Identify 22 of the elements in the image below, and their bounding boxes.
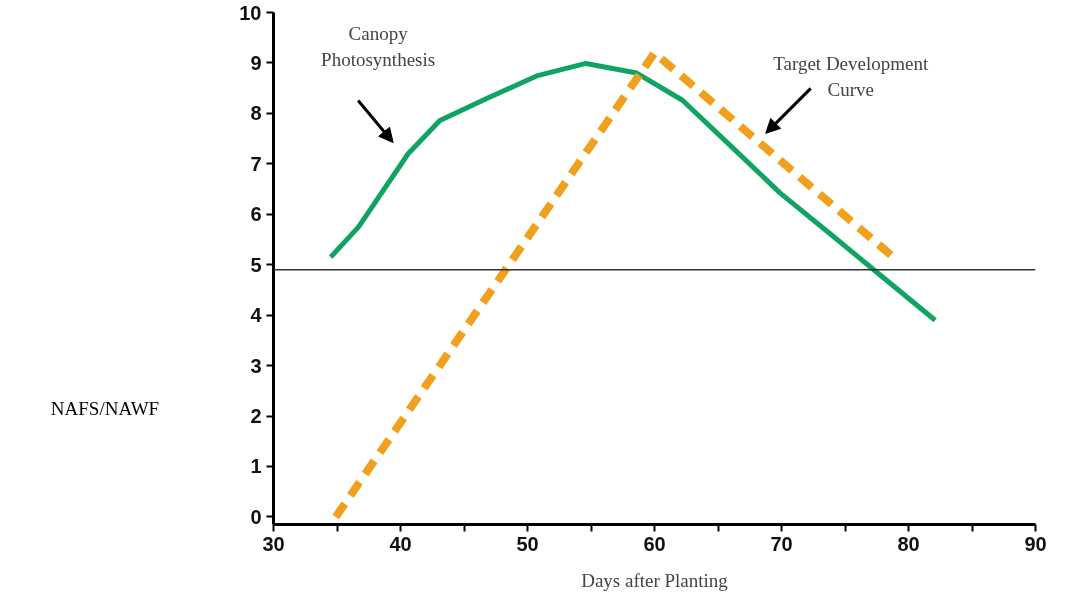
x-tick-label: 30 [262, 532, 285, 555]
annotation: Target Development Curve [773, 52, 929, 100]
x-axis-title: Days after Planting [581, 569, 729, 591]
y-tick-label: 0 [250, 505, 262, 528]
y-tick-label: 7 [250, 152, 262, 175]
y-axis-title: NAFS/NAWF [50, 397, 160, 421]
x-tick-label: 80 [897, 532, 920, 555]
y-tick-label: 6 [250, 203, 262, 226]
y-tick-label: 3 [250, 354, 262, 377]
y-tick-label: 9 [250, 51, 262, 74]
x-tick-label: 70 [770, 532, 793, 555]
y-tick-label: 1 [250, 455, 262, 478]
y-tick-label: 10 [239, 1, 262, 24]
y-tick-label: 2 [250, 405, 262, 428]
annotation: Canopy Photosynthesis [321, 23, 436, 71]
x-tick-label: 60 [643, 532, 666, 555]
x-tick-label: 90 [1024, 532, 1047, 555]
y-tick-label: 4 [250, 304, 263, 327]
y-tick-label: 8 [250, 102, 262, 125]
x-tick-label: 50 [516, 532, 539, 555]
x-tick-label: 40 [389, 532, 412, 555]
y-tick-label: 5 [250, 253, 262, 276]
